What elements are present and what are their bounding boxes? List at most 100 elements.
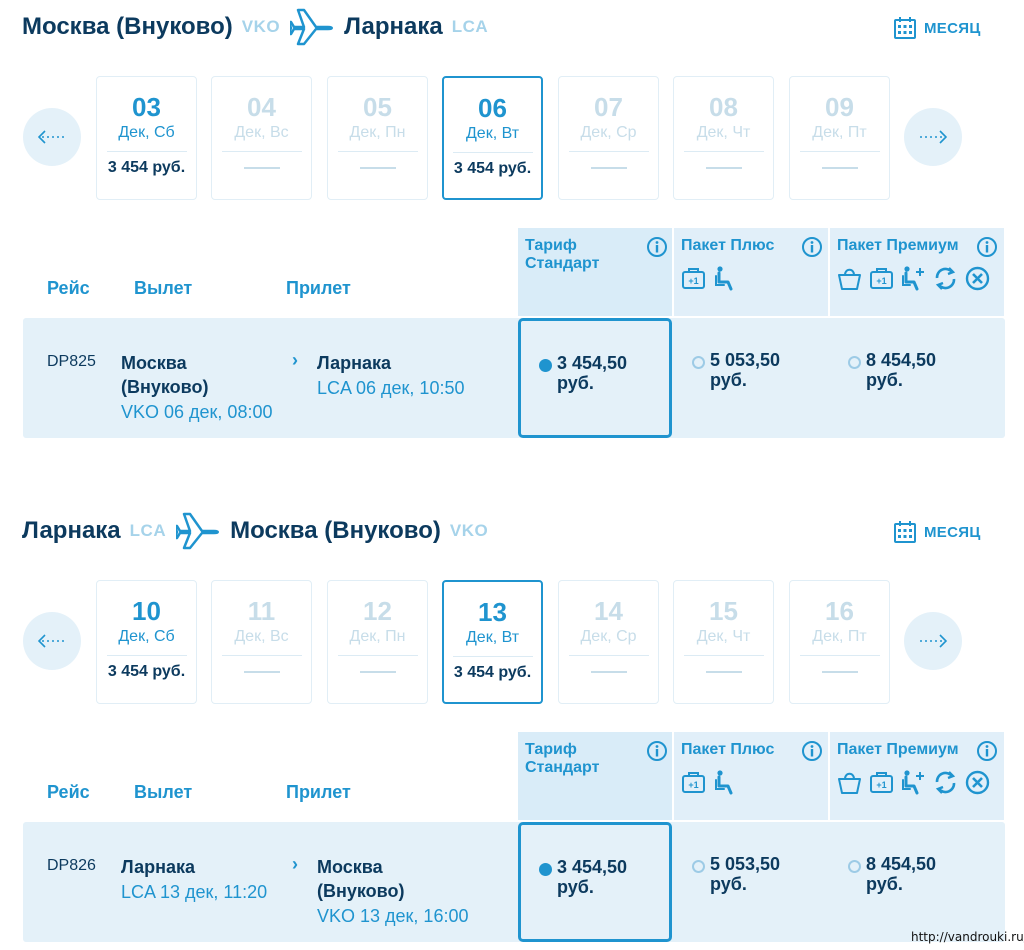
price-currency: руб. <box>557 877 594 897</box>
day-card[interactable]: 05 Дек, Пн <box>327 76 428 200</box>
day-card[interactable]: 09 Дек, Пт <box>789 76 890 200</box>
svg-text:+1: +1 <box>688 276 698 286</box>
day-card-selected[interactable]: 13 Дек, Вт 3 454 руб. <box>442 580 543 704</box>
destination-code: LCA <box>451 17 489 36</box>
arrow-left-icon <box>38 130 65 144</box>
info-icon[interactable] <box>646 236 668 258</box>
prev-dates-button[interactable] <box>23 108 81 166</box>
day-card[interactable]: 15 Дек, Чт <box>673 580 774 704</box>
day-number: 09 <box>825 92 854 122</box>
fare-price: 5 053,50 руб. <box>710 854 780 894</box>
airplane-icon <box>176 512 220 550</box>
day-weekday: Дек, Вт <box>465 629 520 646</box>
radio-selected-icon <box>539 359 552 372</box>
arrival-time: LCA 06 дек, 10:50 <box>317 378 465 398</box>
bag-icon <box>838 772 861 794</box>
departure-city: Москва <box>121 353 187 373</box>
day-weekday: Дек, Ср <box>580 124 637 141</box>
day-card[interactable]: 12 Дек, Пн <box>327 580 428 704</box>
flight-row[interactable] <box>23 318 1005 438</box>
radio-empty-icon <box>848 860 861 873</box>
day-number: 04 <box>247 92 276 122</box>
arrival-city-line2: (Внуково) <box>317 881 405 901</box>
next-dates-button[interactable] <box>904 108 962 166</box>
column-header-arrival: Прилет <box>286 782 351 802</box>
fare-option-premium[interactable]: 8 454,50 руб. <box>830 822 1004 942</box>
day-card[interactable]: 10 Дек, Сб 3 454 руб. <box>96 580 197 704</box>
calendar-icon <box>894 17 916 39</box>
month-view-button[interactable]: МЕСЯЦ <box>893 520 981 544</box>
info-icon[interactable] <box>976 740 998 762</box>
day-card-selected[interactable]: 06 Дек, Вт 3 454 руб. <box>442 76 543 200</box>
price-currency: руб. <box>557 373 594 393</box>
fare-price: 5 053,50 руб. <box>710 350 780 390</box>
fare-header-plus: Пакет Плюс +1 <box>674 732 828 820</box>
flight-row[interactable] <box>23 822 1005 942</box>
no-price-dash <box>705 167 742 169</box>
day-weekday: Дек, Вс <box>234 124 289 141</box>
day-card[interactable]: 08 Дек, Чт <box>673 76 774 200</box>
exchange-icon <box>935 771 956 794</box>
price-currency: руб. <box>866 874 903 894</box>
fare-price: 3 454,50 руб. <box>557 353 627 393</box>
day-card[interactable]: 03 Дек, Сб 3 454 руб. <box>96 76 197 200</box>
arrow-right-icon <box>920 634 947 648</box>
airplane-icon <box>290 8 334 46</box>
day-price: 3 454 руб. <box>453 160 532 177</box>
fare-header-premium: Пакет Премиум +1 <box>830 228 1004 316</box>
divider <box>683 151 764 152</box>
day-number: 14 <box>594 596 623 626</box>
fare-price: 8 454,50 руб. <box>866 854 936 894</box>
column-header-arrival: Прилет <box>286 278 351 298</box>
fare-option-plus[interactable]: 5 053,50 руб. <box>674 822 828 942</box>
no-price-dash <box>705 671 742 673</box>
info-icon[interactable] <box>646 740 668 762</box>
next-dates-button[interactable] <box>904 612 962 670</box>
day-card[interactable]: 07 Дек, Ср <box>558 76 659 200</box>
radio-selected-icon <box>539 863 552 876</box>
plus-icons: +1 <box>680 769 739 796</box>
day-weekday: Дек, Ср <box>580 628 637 645</box>
month-view-button[interactable]: МЕСЯЦ <box>893 16 981 40</box>
divider <box>106 655 187 656</box>
day-number: 12 <box>363 596 392 626</box>
divider <box>106 151 187 152</box>
day-number: 11 <box>247 596 276 626</box>
fare-option-premium[interactable]: 8 454,50 руб. <box>830 318 1004 438</box>
divider <box>221 655 302 656</box>
divider <box>452 656 533 657</box>
no-price-dash <box>590 167 627 169</box>
seat-icon <box>715 266 733 291</box>
fare-option-standard[interactable]: 3 454,50 руб. <box>518 318 672 438</box>
fare-header-premium: Пакет Премиум +1 <box>830 732 1004 820</box>
fare-option-standard[interactable]: 3 454,50 руб. <box>518 822 672 942</box>
info-icon[interactable] <box>801 236 823 258</box>
divider <box>337 151 418 152</box>
divider <box>221 151 302 152</box>
day-number: 07 <box>594 92 623 122</box>
departure-time: VKO 06 дек, 08:00 <box>121 402 273 422</box>
column-header-departure: Вылет <box>134 278 193 298</box>
watermark: http://vandrouki.ru/ <box>911 930 1024 944</box>
day-card[interactable]: 04 Дек, Вс <box>211 76 312 200</box>
no-price-dash <box>359 167 396 169</box>
info-icon[interactable] <box>976 236 998 258</box>
day-card[interactable]: 16 Дек, Пт <box>789 580 890 704</box>
luggage-plus-icon: +1 <box>870 772 893 793</box>
info-icon[interactable] <box>801 740 823 762</box>
svg-text:+1: +1 <box>876 276 886 286</box>
fare-option-plus[interactable]: 5 053,50 руб. <box>674 318 828 438</box>
day-card[interactable]: 11 Дек, Вс <box>211 580 312 704</box>
destination-code: VKO <box>449 521 489 540</box>
luggage-plus-icon: +1 <box>682 268 705 289</box>
plus-icons: +1 <box>680 265 739 292</box>
day-card[interactable]: 14 Дек, Ср <box>558 580 659 704</box>
return-section: Ларнака LCA Москва (Внуково) VKO МЕСЯЦ 1… <box>0 504 1024 950</box>
prev-dates-button[interactable] <box>23 612 81 670</box>
column-header-flight: Рейс <box>47 782 90 802</box>
arrival-city: Ларнака <box>317 353 391 373</box>
flight-number: DP825 <box>47 353 96 370</box>
arrival-city: Москва <box>317 857 383 877</box>
day-weekday: Дек, Пн <box>349 628 406 645</box>
flight-number: DP826 <box>47 857 96 874</box>
